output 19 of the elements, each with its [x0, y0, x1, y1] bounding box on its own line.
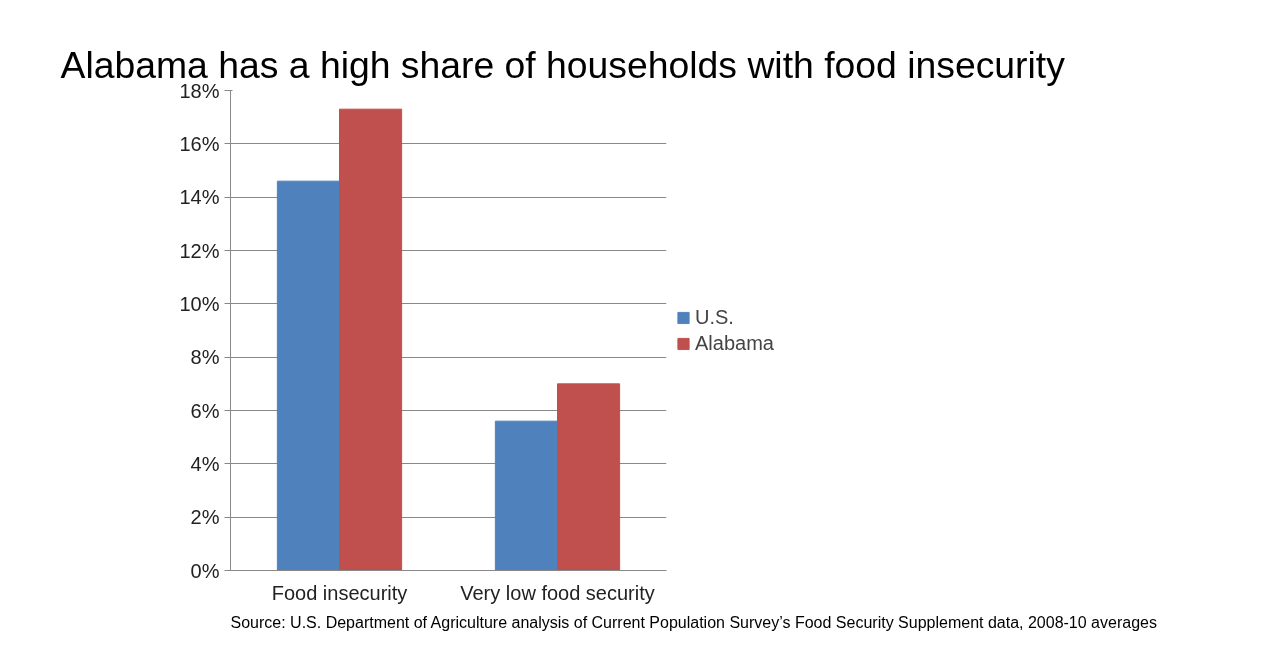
x-tick-label: Very low food security: [460, 581, 655, 604]
y-tick-label: 18%: [179, 79, 220, 102]
y-tick-label: 12%: [179, 239, 220, 262]
legend-label: Alabama: [695, 331, 774, 355]
bar: [276, 180, 340, 571]
source-note: Source: U.S. Department of Agriculture analysis of Current Population Survey’s Food Security Supplement data, 2008-10 averages: [230, 613, 1157, 631]
y-tick-label: 6%: [190, 399, 220, 422]
bar: [339, 108, 403, 571]
y-tick-label: 4%: [190, 452, 220, 475]
bar: [494, 420, 558, 571]
y-tick-label: 8%: [190, 346, 220, 369]
x-tick-label: Food insecurity: [271, 581, 408, 604]
y-tick-label: 16%: [179, 132, 220, 155]
y-tick-label: 14%: [179, 186, 220, 209]
y-tick-label: 10%: [179, 292, 220, 315]
y-tick-label: 2%: [190, 506, 220, 529]
legend-label: U.S.: [695, 305, 734, 329]
y-tick-label: 0%: [190, 559, 220, 582]
bar: [557, 383, 621, 571]
